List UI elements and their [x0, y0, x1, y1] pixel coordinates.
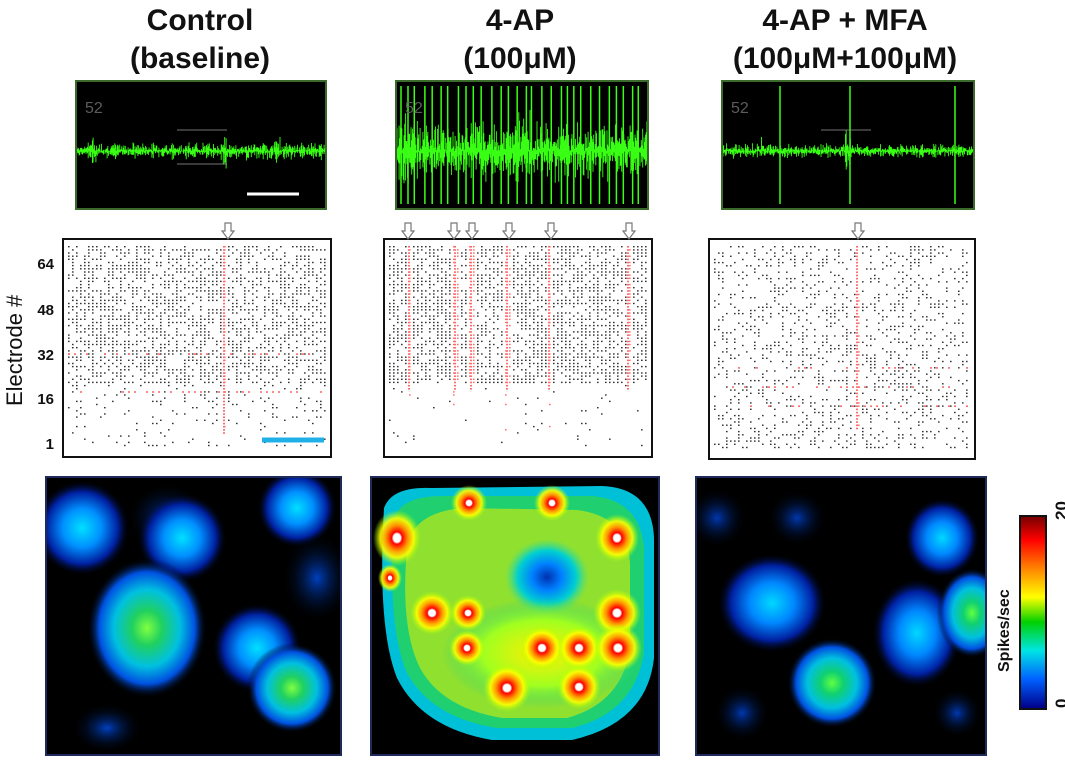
title-line2: (100μM): [463, 42, 577, 75]
sync-arrow-icon: [401, 222, 415, 240]
heatmap-control: [45, 476, 342, 756]
trace-panel-4ap-mfa: 52: [721, 80, 975, 210]
raster-plot-control: [62, 238, 332, 458]
raster-y-tick: 32: [37, 347, 54, 364]
title-line2: (100μM+100μM): [732, 42, 958, 75]
sync-arrow-icon: [447, 222, 461, 240]
raster-y-tick: 64: [37, 256, 54, 273]
raster-plot-4ap: [383, 238, 653, 458]
title-line1: 4-AP + MFA: [762, 4, 928, 37]
title-4ap-mfa: 4-AP + MFA (100μM+100μM): [705, 2, 985, 78]
channel-label: 52: [731, 100, 749, 117]
trace-panel-control: 52: [75, 80, 327, 210]
raster-y-tick: 16: [37, 391, 54, 408]
channel-label: 52: [405, 100, 423, 117]
sync-arrow-icon: [544, 222, 558, 240]
title-line1: 4-AP: [485, 4, 555, 37]
trace-panel-4ap: 52: [395, 80, 649, 210]
sync-arrow-icon: [502, 222, 516, 240]
title-control: Control (baseline): [70, 2, 330, 78]
heatmap-4ap: [370, 476, 660, 756]
colorbar-min-label: 0: [1052, 688, 1065, 708]
raster-y-tick: 48: [37, 302, 54, 319]
sync-arrow-icon: [465, 222, 479, 240]
sync-arrow-icon: [851, 222, 865, 240]
channel-label: 52: [85, 100, 103, 117]
title-4ap: 4-AP (100μM): [390, 2, 650, 78]
heatmap-4ap-mfa: [695, 476, 987, 756]
sync-arrow-icon: [221, 222, 235, 240]
title-line1: Control: [146, 4, 254, 37]
raster-plot-4ap-mfa: [708, 238, 976, 460]
colorbar: [1019, 515, 1047, 710]
sync-arrow-icon: [622, 222, 636, 240]
title-line2: (baseline): [129, 42, 271, 75]
raster-y-tick: 1: [45, 436, 54, 453]
colorbar-title: Spikes/sec: [996, 589, 1013, 672]
colorbar-max-label: 20: [1052, 501, 1065, 520]
